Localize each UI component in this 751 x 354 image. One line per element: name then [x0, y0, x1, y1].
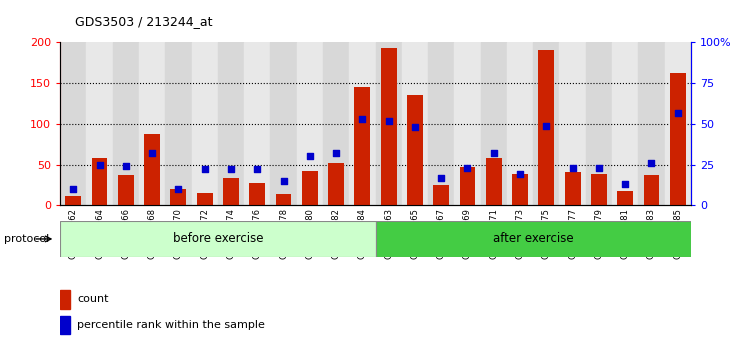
Bar — [302, 171, 318, 205]
Bar — [92, 158, 107, 205]
Point — [68, 186, 80, 192]
Bar — [60, 221, 376, 257]
Point — [173, 186, 185, 192]
Bar — [481, 42, 507, 205]
Bar — [433, 185, 449, 205]
Bar — [118, 175, 134, 205]
Bar — [507, 42, 533, 205]
Text: GDS3503 / 213244_at: GDS3503 / 213244_at — [75, 15, 213, 28]
Point — [383, 118, 395, 124]
Bar — [565, 172, 581, 205]
Text: protocol: protocol — [4, 234, 49, 244]
Point — [278, 178, 290, 184]
Bar — [349, 42, 376, 205]
Bar — [276, 194, 291, 205]
Text: before exercise: before exercise — [173, 233, 263, 245]
Bar — [192, 42, 218, 205]
Bar — [139, 42, 165, 205]
Point — [120, 164, 132, 169]
Point — [645, 160, 658, 166]
Point — [593, 165, 605, 171]
Bar — [86, 42, 113, 205]
Text: count: count — [77, 294, 109, 304]
Bar — [559, 42, 586, 205]
Bar — [376, 221, 691, 257]
Text: after exercise: after exercise — [493, 233, 574, 245]
Point — [330, 150, 342, 156]
Point — [303, 154, 316, 159]
Bar — [197, 193, 213, 205]
Bar — [670, 73, 686, 205]
Text: percentile rank within the sample: percentile rank within the sample — [77, 320, 265, 330]
Bar — [428, 42, 454, 205]
Bar — [65, 195, 81, 205]
Bar — [617, 192, 633, 205]
Bar — [665, 42, 691, 205]
Bar — [354, 87, 370, 205]
Bar — [612, 42, 638, 205]
Bar — [60, 316, 70, 334]
Point — [146, 150, 158, 156]
Bar — [144, 134, 160, 205]
Bar — [538, 50, 554, 205]
Bar — [328, 163, 344, 205]
Bar — [223, 178, 239, 205]
Bar — [381, 48, 397, 205]
Bar — [512, 175, 528, 205]
Bar — [402, 42, 428, 205]
Bar — [533, 42, 559, 205]
Bar — [113, 42, 139, 205]
Point — [93, 162, 105, 167]
Bar — [454, 42, 481, 205]
Bar — [218, 42, 244, 205]
Point — [514, 172, 526, 177]
Point — [671, 110, 683, 115]
Bar — [165, 42, 192, 205]
Point — [198, 167, 210, 172]
Point — [488, 150, 500, 156]
Point — [251, 167, 263, 172]
Bar — [170, 189, 186, 205]
Bar — [486, 158, 502, 205]
Point — [541, 123, 553, 129]
Bar — [297, 42, 323, 205]
Point — [225, 167, 237, 172]
Bar — [591, 175, 607, 205]
Point — [461, 165, 473, 171]
Point — [567, 165, 579, 171]
Bar — [270, 42, 297, 205]
Bar — [586, 42, 612, 205]
Point — [436, 175, 448, 181]
Bar — [249, 183, 265, 205]
Bar — [244, 42, 270, 205]
Bar — [323, 42, 349, 205]
Point — [619, 181, 631, 187]
Bar — [60, 290, 70, 309]
Bar — [60, 42, 86, 205]
Bar — [376, 42, 402, 205]
Bar — [644, 175, 659, 205]
Point — [356, 116, 368, 122]
Bar — [460, 167, 475, 205]
Point — [409, 124, 421, 130]
Bar — [407, 96, 423, 205]
Bar — [638, 42, 665, 205]
